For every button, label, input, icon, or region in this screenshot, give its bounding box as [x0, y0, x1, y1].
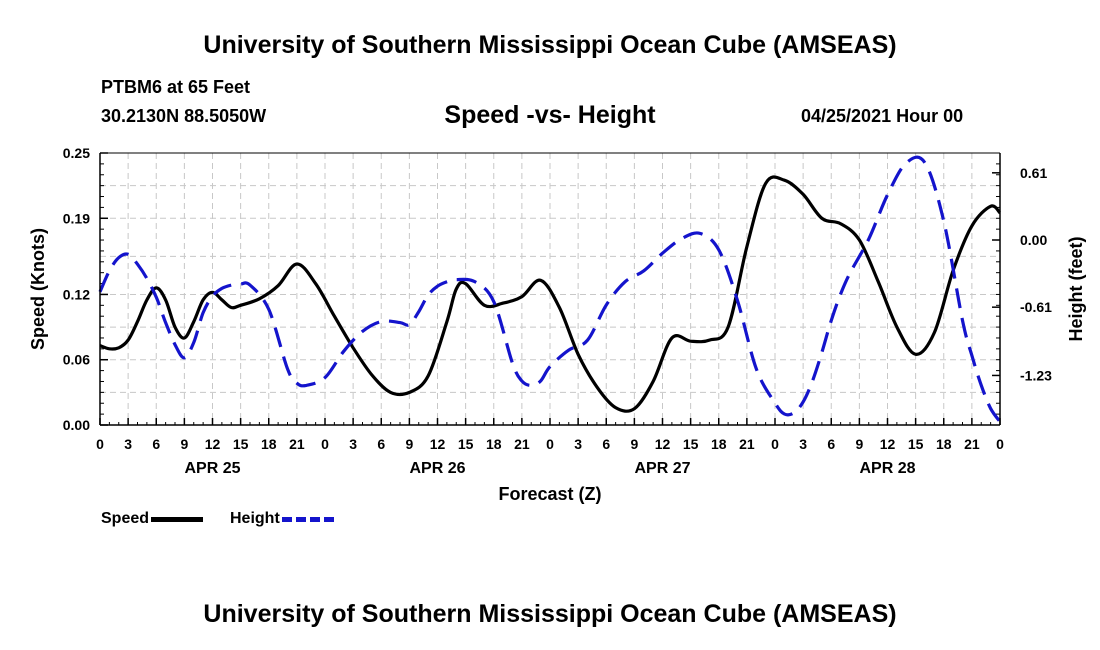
x-axis-label: Forecast (Z)	[498, 484, 601, 504]
x-tick-label: 3	[349, 436, 357, 452]
x-tick-label: 3	[574, 436, 582, 452]
x-tick-label: 9	[180, 436, 188, 452]
x-tick-label: 6	[152, 436, 160, 452]
day-label: APR 25	[184, 460, 240, 477]
height-series-line	[98, 155, 1002, 423]
y-left-tick-label: 0.00	[63, 417, 90, 433]
y-right-axis-label: Height (feet)	[1066, 237, 1086, 342]
x-tick-label: 21	[964, 436, 980, 452]
x-tick-label: 0	[321, 436, 329, 452]
y-left-axis-label: Speed (Knots)	[28, 228, 48, 350]
y-right-tick-label: 0.00	[1020, 232, 1047, 248]
coordinates-label: 30.2130N 88.5050W	[101, 106, 267, 126]
x-tick-label: 9	[630, 436, 638, 452]
chart-subtitle: Speed -vs- Height	[444, 101, 656, 129]
x-tick-label: 15	[683, 436, 699, 452]
x-tick-label: 0	[546, 436, 554, 452]
x-tick-label: 18	[936, 436, 952, 452]
x-tick-label: 6	[377, 436, 385, 452]
x-tick-label: 21	[739, 436, 755, 452]
x-tick-label: 12	[880, 436, 896, 452]
day-label: APR 26	[409, 460, 465, 477]
x-tick-label: 9	[405, 436, 413, 452]
legend-speed-swatch	[151, 516, 204, 522]
speed-series-line	[99, 175, 1002, 413]
y-right-tick-label: 0.61	[1020, 165, 1047, 181]
legend-height: Height	[230, 510, 334, 528]
x-tick-label: 15	[908, 436, 924, 452]
x-tick-label: 6	[602, 436, 610, 452]
x-tick-label: 3	[124, 436, 132, 452]
day-label: APR 28	[859, 460, 915, 477]
y-left-tick-label: 0.06	[63, 352, 90, 368]
x-tick-label: 0	[771, 436, 779, 452]
x-tick-label: 21	[289, 436, 305, 452]
station-label: PTBM6 at 65 Feet	[101, 77, 251, 97]
y-right-tick-label: -1.23	[1020, 367, 1052, 383]
legend-height-swatch	[281, 516, 334, 522]
chart-title: University of Southern Mississippi Ocean…	[203, 31, 897, 59]
x-tick-label: 9	[855, 436, 863, 452]
legend-speed: Speed	[101, 510, 204, 528]
x-tick-label: 18	[261, 436, 277, 452]
y-left-tick-label: 0.25	[63, 145, 90, 161]
forecast-date-label: 04/25/2021 Hour 00	[801, 106, 964, 126]
x-tick-label: 0	[996, 436, 1004, 452]
footer-title: University of Southern Mississippi Ocean…	[203, 600, 897, 628]
x-tick-label: 3	[799, 436, 807, 452]
x-tick-label: 6	[827, 436, 835, 452]
day-label: APR 27	[634, 460, 690, 477]
y-left-tick-label: 0.12	[63, 286, 90, 302]
y-right-tick-label: -0.61	[1020, 299, 1052, 315]
legend-height-label: Height	[230, 510, 280, 527]
x-tick-label: 0	[96, 436, 104, 452]
x-tick-label: 18	[711, 436, 727, 452]
x-tick-label: 12	[205, 436, 221, 452]
x-tick-label: 12	[430, 436, 446, 452]
legend-speed-label: Speed	[101, 510, 150, 527]
x-tick-label: 15	[233, 436, 249, 452]
x-tick-label: 12	[655, 436, 671, 452]
x-tick-label: 21	[514, 436, 530, 452]
x-tick-label: 15	[458, 436, 474, 452]
y-left-tick-label: 0.19	[63, 210, 90, 226]
x-tick-label: 18	[486, 436, 502, 452]
